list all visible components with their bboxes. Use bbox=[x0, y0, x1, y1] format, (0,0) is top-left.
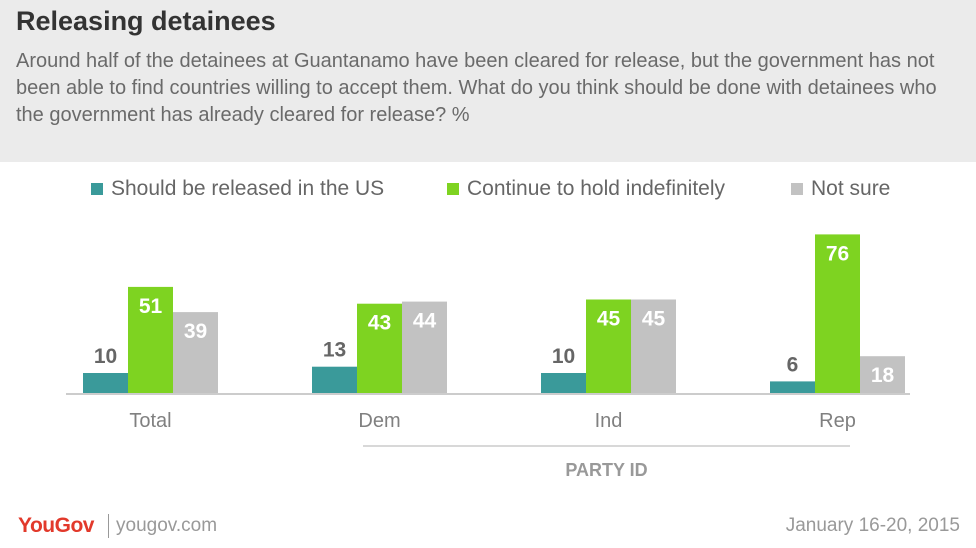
x-tick-label-dem: Dem bbox=[358, 410, 400, 432]
data-label-total-series-3: 39 bbox=[184, 320, 207, 343]
data-label-ind-series-3: 45 bbox=[642, 308, 666, 331]
yougov-logo: YouGov bbox=[18, 514, 94, 538]
data-label-ind-series-1: 10 bbox=[552, 345, 575, 368]
footer-divider bbox=[108, 514, 109, 538]
footer-date: January 16-20, 2015 bbox=[786, 515, 960, 537]
data-label-dem-series-2: 43 bbox=[368, 312, 391, 335]
data-label-ind-series-2: 45 bbox=[597, 308, 621, 331]
data-label-total-series-1: 10 bbox=[94, 345, 117, 368]
data-label-dem-series-1: 13 bbox=[323, 339, 346, 362]
bar-ind-series-1 bbox=[541, 373, 586, 394]
x-tick-label-rep: Rep bbox=[819, 410, 856, 432]
x-tick-label-total: Total bbox=[129, 410, 171, 432]
footer-url: yougov.com bbox=[116, 515, 217, 537]
data-label-rep-series-3: 18 bbox=[871, 364, 895, 387]
data-label-rep-series-1: 6 bbox=[787, 353, 799, 376]
bar-dem-series-1 bbox=[312, 367, 357, 394]
bar-rep-series-1 bbox=[770, 381, 815, 394]
data-label-dem-series-3: 44 bbox=[413, 310, 437, 333]
data-label-total-series-2: 51 bbox=[139, 295, 163, 318]
x-tick-label-ind: Ind bbox=[595, 410, 623, 432]
party-id-label: PARTY ID bbox=[363, 460, 850, 481]
data-label-rep-series-2: 76 bbox=[826, 242, 849, 265]
bar-total-series-1 bbox=[83, 373, 128, 394]
